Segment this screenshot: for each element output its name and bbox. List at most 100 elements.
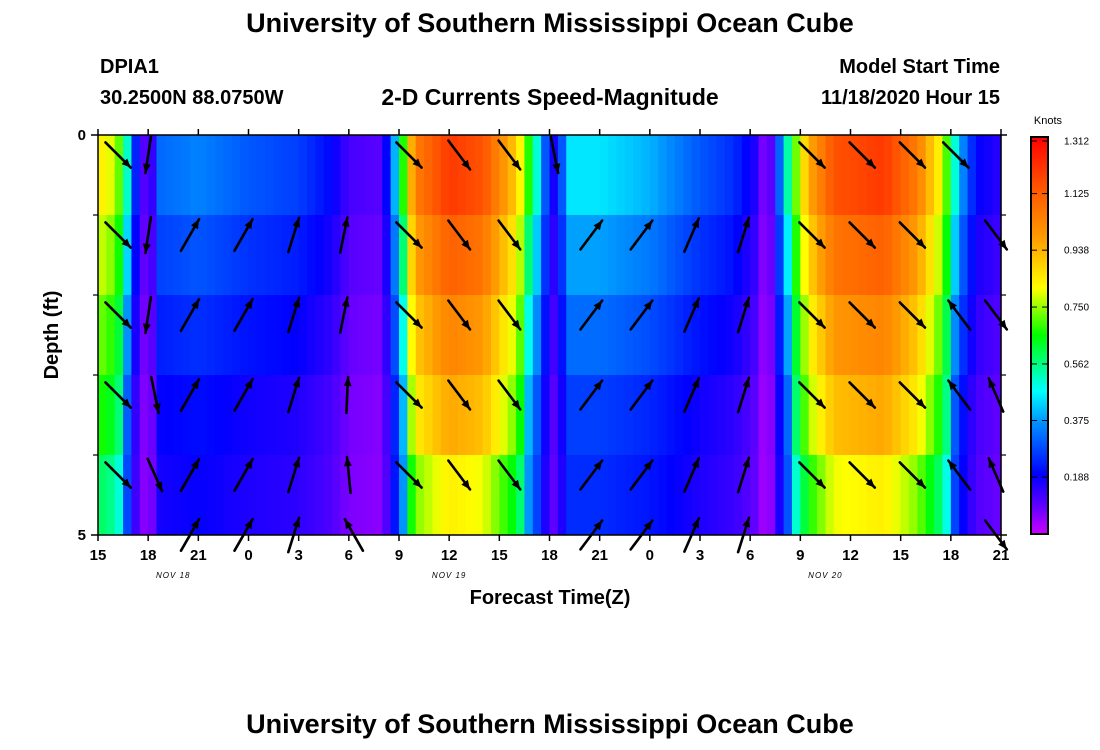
heatmap-cell [390,135,400,216]
current-arrow [150,375,161,415]
current-arrow [497,379,522,411]
current-arrow [683,217,701,253]
heatmap-cell [649,215,659,296]
heatmap-cell [240,375,250,456]
heatmap-cell [139,375,149,456]
heatmap-cell [599,215,609,296]
arrow-head [511,159,521,170]
heatmap-cell [532,455,542,536]
heatmap-cell [215,215,225,296]
heatmap-cell [909,295,918,376]
heatmap-cell [633,375,643,456]
arrow-head [412,318,422,328]
heatmap-cell [783,375,793,456]
heatmap-cell [975,135,985,216]
heatmap-cell [608,295,617,376]
heatmap-cell [373,135,383,216]
heatmap-cell [967,375,977,456]
heatmap-cell [206,295,216,376]
heatmap-cell [457,455,467,536]
heatmap-cell [750,215,760,296]
x-tick-label: 9 [796,547,804,564]
model-start-time: 11/18/2020 Hour 15 [820,87,1000,109]
current-arrow [104,301,132,329]
current-arrow [629,299,654,331]
heatmap-cell [725,215,735,296]
heatmap-cell [432,215,442,296]
arrow-head [815,398,825,408]
heatmap-cell [231,295,241,376]
heatmap-cell [716,215,726,296]
heatmap-cell [984,455,994,536]
arrow-head [154,481,163,492]
current-arrow [798,221,826,249]
heatmap-cell [256,135,266,216]
heatmap-cell [716,455,726,536]
arrow-head [593,520,603,531]
heatmap-cell [532,375,542,456]
arrow-head [244,219,253,230]
heatmap-cell [399,215,408,296]
arrow-head [511,239,521,250]
heatmap-cell [348,215,358,296]
heatmap-cell [616,295,626,376]
heatmap-cell [725,135,735,216]
heatmap-cell [482,375,492,456]
x-tick-label: 15 [90,547,107,564]
heatmap-cell [290,215,300,296]
heatmap-cell [432,455,442,536]
heatmap-cell [674,455,684,536]
heatmap-cell [440,375,450,456]
heatmap-cell [850,135,860,216]
heatmap-cell [131,215,141,296]
heatmap-cell [198,295,208,376]
heatmap-cell [373,455,383,536]
heatmap-cell [875,375,885,456]
arrow-head [593,380,603,391]
x-tick-label: 0 [646,547,654,564]
heatmap-cell [658,135,668,216]
arrow-head [121,398,131,408]
heatmap-cell [332,295,342,376]
arrow-head [988,458,997,469]
heatmap-cell [215,135,225,216]
heatmap-cell [808,215,818,296]
heatmap-cell [700,135,709,216]
arrow-head [461,479,470,490]
heatmap-cell [741,375,751,456]
heatmap-cell [775,295,785,376]
arrow-head [865,238,875,248]
heatmap-cell [917,135,927,216]
heatmap-cell [608,455,617,536]
heatmap-cell [608,135,617,216]
arrow-head [152,403,161,413]
heatmap-cell [407,215,417,296]
arrow-head [988,378,997,389]
heatmap-cell [942,295,952,376]
heatmap-cell [323,215,333,296]
heatmap-cell [725,375,735,456]
heatmap-cell [373,215,383,296]
heatmap-cell [357,295,367,376]
current-arrow [683,377,701,413]
heatmap-cell [365,215,375,296]
arrow-head [244,519,253,530]
current-arrow [579,219,604,251]
arrow-head [292,217,301,228]
arrow-head [742,517,750,528]
heatmap-cell [114,135,124,216]
current-arrow [104,381,132,409]
arrow-head [593,220,603,231]
heatmap-cell [164,455,174,536]
heatmap-cell [98,135,107,216]
current-arrow [395,461,423,489]
heatmap-cell [114,295,124,376]
arrow-head [244,459,253,470]
current-arrow [736,216,751,254]
heatmap-cell [683,215,693,296]
heatmap-cell [424,215,434,296]
heatmap-cell [649,455,659,536]
heatmap-cell [875,295,885,376]
page-title: University of Southern Mississippi Ocean… [246,8,854,38]
heatmap-cell [741,295,751,376]
